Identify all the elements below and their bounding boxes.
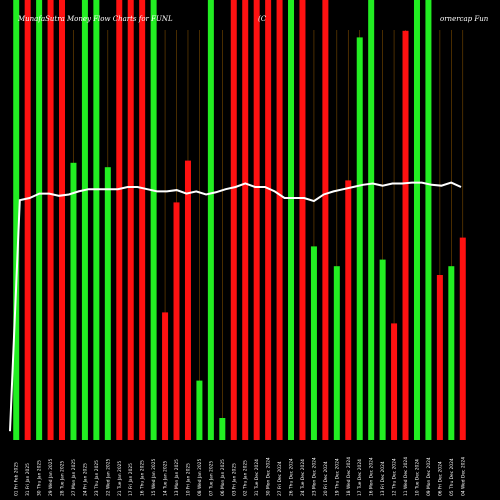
x-tick-label: 10 Tue Dec 2024: [414, 459, 420, 496]
bar-down: [345, 180, 352, 440]
chart-title-mid: (C: [258, 15, 267, 23]
bar-up: [70, 162, 77, 441]
chart-title-right: ornercap Fun: [440, 15, 489, 23]
x-tick-label: 22 Wed Jan 2025: [105, 459, 111, 496]
chart-title-left: MunafaSutra Money Flow Charts for FUNL: [17, 15, 173, 23]
x-tick-labels: 01 Fri Feb 2025 31 Fri Jan 2025 30 Thu Jan…: [14, 457, 467, 496]
bar-down: [459, 237, 466, 440]
x-tick-label: 15 Wed Jan 2025: [151, 459, 157, 496]
bar-up: [104, 167, 111, 440]
bars: [13, 0, 466, 441]
bar-up: [310, 246, 317, 440]
x-tick-label: 02 Thu Jan 2025: [243, 460, 249, 496]
x-tick-label: 16 Thu Jan 2025: [140, 460, 146, 496]
bar-down: [47, 0, 54, 440]
bar-down: [184, 160, 191, 440]
bar-down: [402, 30, 409, 441]
x-tick-label: 23 Thu Jan 2025: [94, 460, 100, 496]
x-tick-label: 20 Fri Dec 2024: [323, 461, 329, 496]
bar-down: [173, 202, 180, 440]
x-tick-label: 03 Fri Jan 2025: [231, 463, 237, 496]
bar-up: [425, 0, 432, 440]
bar-up: [219, 418, 226, 440]
bar-down: [242, 0, 249, 440]
x-tick-label: 31 Tue Dec 2024: [254, 459, 260, 496]
bar-down: [276, 0, 283, 440]
x-tick-label: 19 Thu Dec 2024: [334, 458, 340, 496]
x-tick-label: 04 Wed Dec 2024: [460, 457, 466, 496]
x-tick-label: 24 Tue Dec 2024: [300, 459, 306, 496]
x-tick-label: 27 Mon Jan 2025: [71, 459, 77, 496]
bar-up: [196, 380, 203, 440]
x-tick-label: 17 Tue Dec 2024: [357, 459, 363, 496]
x-tick-label: 06 Fri Dec 2024: [437, 461, 443, 496]
bar-up: [379, 259, 386, 440]
bar-down: [299, 0, 306, 440]
bar-up: [207, 0, 214, 440]
bar-down: [230, 0, 237, 440]
bar-down: [391, 323, 398, 440]
x-tick-label: 24 Fri Jan 2025: [82, 463, 88, 496]
x-tick-label: 09 Mon Dec 2024: [426, 457, 432, 496]
x-tick-label: 01 Fri Feb 2025: [14, 462, 20, 496]
bar-down: [139, 0, 146, 440]
x-tick-label: 27 Fri Dec 2024: [277, 461, 283, 496]
x-tick-label: 14 Tue Jan 2025: [163, 461, 169, 496]
money-flow-line: [9, 181, 462, 432]
x-tick-label: 23 Mon Dec 2024: [311, 457, 317, 496]
bar-up: [13, 0, 20, 440]
bar-up: [333, 266, 340, 440]
bar-up: [93, 0, 100, 440]
bar-up: [368, 0, 375, 440]
bar-down: [436, 275, 443, 440]
x-tick-label: 21 Tue Jan 2025: [117, 461, 123, 496]
bar-down: [253, 0, 260, 440]
x-tick-label: 30 Thu Jan 2025: [37, 460, 43, 496]
x-tick-label: 11 Wed Dec 2024: [403, 457, 409, 496]
bar-up: [448, 266, 455, 440]
x-tick-label: 17 Fri Jan 2025: [128, 463, 134, 496]
x-tick-label: 13 Mon Jan 2025: [174, 459, 180, 496]
x-tick-label: 06 Mon Jan 2025: [220, 459, 226, 496]
bar-down: [59, 0, 66, 440]
x-tick-label: 07 Tue Jan 2025: [208, 461, 214, 496]
x-tick-label: 13 Fri Dec 2024: [380, 461, 386, 496]
x-tick-label: 12 Thu Dec 2024: [392, 458, 398, 496]
x-tick-label: 29 Wed Jan 2025: [48, 459, 54, 496]
x-tick-label: 30 Mon Dec 2024: [266, 457, 272, 496]
bar-down: [322, 0, 329, 440]
bar-down: [116, 0, 123, 440]
x-tick-label: 26 Thu Dec 2024: [289, 458, 295, 496]
x-tick-label: 18 Wed Dec 2024: [346, 457, 352, 496]
bar-up: [36, 0, 43, 440]
bar-down: [127, 0, 134, 440]
bar-up: [150, 0, 157, 440]
bar-up: [288, 0, 295, 440]
bar-up: [413, 0, 420, 440]
x-tick-label: 10 Fri Jan 2025: [185, 463, 191, 496]
x-tick-label: 16 Mon Dec 2024: [369, 457, 375, 496]
x-tick-label: 08 Wed Jan 2025: [197, 459, 203, 496]
bar-down: [265, 0, 272, 440]
bar-up: [81, 0, 88, 440]
bar-up: [356, 37, 363, 441]
bar-down: [24, 0, 31, 440]
bar-down: [162, 312, 169, 440]
x-tick-label: 28 Tue Jan 2025: [60, 461, 66, 496]
x-tick-label: 31 Fri Jan 2025: [25, 463, 31, 496]
x-tick-label: 05 Thu Dec 2024: [449, 458, 455, 496]
